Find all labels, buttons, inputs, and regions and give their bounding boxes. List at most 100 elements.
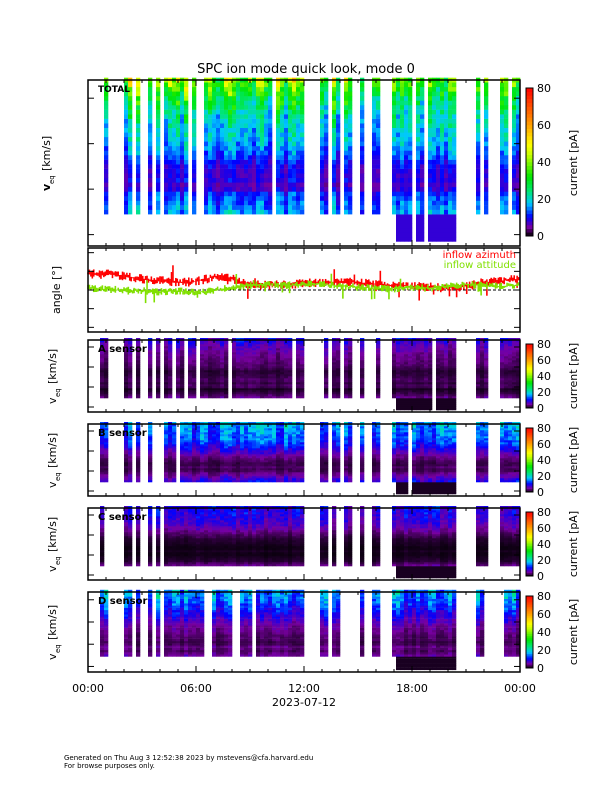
heatmap-cell	[344, 356, 349, 359]
heatmap-cell	[184, 440, 189, 443]
heatmap-cell	[284, 186, 289, 192]
heatmap-cell	[128, 91, 133, 97]
heatmap-cell	[432, 223, 437, 229]
heatmap-cell	[256, 132, 261, 138]
heatmap-cell	[348, 159, 353, 165]
heatmap-cell	[432, 141, 437, 147]
heatmap-cell	[280, 338, 285, 341]
heatmap-cell	[148, 372, 153, 375]
heatmap-cell	[212, 342, 217, 345]
heatmap-cell	[212, 145, 217, 151]
heatmap-cell	[104, 368, 109, 371]
heatmap-cell	[292, 82, 297, 88]
heatmap-cell	[240, 191, 245, 197]
heatmap-cell	[204, 186, 209, 192]
heatmap-cell	[244, 392, 249, 395]
heatmap-cell	[264, 82, 269, 88]
heatmap-cell	[124, 132, 129, 138]
heatmap-cell	[212, 338, 217, 341]
heatmap-cell	[300, 382, 305, 385]
heatmap-cell	[280, 155, 285, 160]
heatmap-cell	[428, 132, 433, 138]
heatmap-cell	[288, 354, 293, 357]
heatmap-cell	[428, 366, 433, 369]
heatmap-cell	[300, 164, 305, 169]
heatmap-cell	[348, 364, 353, 367]
heatmap-cell	[148, 384, 153, 387]
heatmap-cell	[252, 196, 257, 201]
heatmap-cell	[504, 173, 509, 178]
colorbar-swatch	[526, 143, 533, 148]
heatmap-cell	[484, 348, 489, 351]
heatmap-cell	[180, 338, 185, 341]
heatmap-cell	[376, 388, 381, 391]
heatmap-cell	[360, 390, 365, 393]
heatmap-cell	[100, 392, 105, 395]
heatmap-cell	[256, 376, 261, 379]
heatmap-cell	[300, 376, 305, 379]
heatmap-cell	[400, 380, 405, 383]
heatmap-cell	[256, 209, 261, 215]
heatmap-cell	[376, 346, 381, 349]
heatmap-cell	[476, 364, 481, 367]
heatmap-cell	[212, 368, 217, 371]
heatmap-cell	[444, 214, 449, 219]
heatmap-cell	[404, 236, 409, 242]
heatmap-cell	[508, 344, 513, 347]
heatmap-cell	[164, 446, 169, 449]
heatmap-cell	[124, 127, 129, 133]
heatmap-cell	[200, 352, 205, 355]
heatmap-cell	[476, 95, 481, 101]
heatmap-cell	[360, 360, 365, 363]
heatmap-cell	[188, 438, 193, 441]
heatmap-cell	[192, 426, 197, 429]
heatmap-cell	[164, 141, 169, 147]
heatmap-cell	[292, 168, 297, 174]
heatmap-cell	[172, 430, 177, 433]
heatmap-cell	[428, 91, 433, 97]
heatmap-cell	[324, 344, 329, 347]
heatmap-cell	[504, 95, 509, 101]
heatmap-cell	[260, 342, 265, 345]
heatmap-cell	[204, 388, 209, 391]
heatmap-cell	[284, 95, 289, 101]
heatmap-cell	[208, 205, 213, 210]
heatmap-cell	[400, 114, 405, 119]
heatmap-cell	[360, 95, 365, 101]
heatmap-cell	[128, 448, 133, 451]
heatmap-cell	[400, 177, 405, 183]
heatmap-cell	[444, 218, 449, 224]
heatmap-cell	[128, 145, 133, 151]
heatmap-cell	[500, 145, 505, 151]
heatmap-cell	[408, 348, 413, 351]
heatmap-cell	[136, 368, 141, 371]
heatmap-cell	[428, 386, 433, 389]
heatmap-cell	[164, 366, 169, 369]
heatmap-cell	[128, 159, 133, 165]
heatmap-cell	[100, 464, 105, 467]
heatmap-cell	[408, 364, 413, 367]
heatmap-cell	[148, 123, 153, 128]
heatmap-cell	[204, 426, 209, 429]
heatmap-cell	[244, 132, 249, 138]
heatmap-cell	[416, 200, 421, 206]
heatmap-cell	[172, 164, 177, 169]
heatmap-cell	[148, 370, 153, 373]
heatmap-cell	[408, 223, 413, 229]
heatmap-cell	[228, 168, 233, 174]
heatmap-cell	[408, 191, 413, 197]
heatmap-cell	[248, 155, 253, 160]
heatmap-cell	[420, 372, 425, 375]
heatmap-cell	[292, 150, 297, 156]
heatmap-cell	[332, 366, 337, 369]
heatmap-cell	[288, 82, 293, 88]
heatmap-cell	[180, 380, 185, 383]
heatmap-cell	[220, 460, 225, 463]
heatmap-cell	[508, 382, 513, 385]
heatmap-cell	[124, 454, 129, 457]
heatmap-cell	[404, 402, 409, 405]
heatmap-cell	[208, 382, 213, 385]
heatmap-cell	[192, 114, 197, 119]
heatmap-cell	[100, 444, 105, 447]
heatmap-cell	[164, 205, 169, 210]
